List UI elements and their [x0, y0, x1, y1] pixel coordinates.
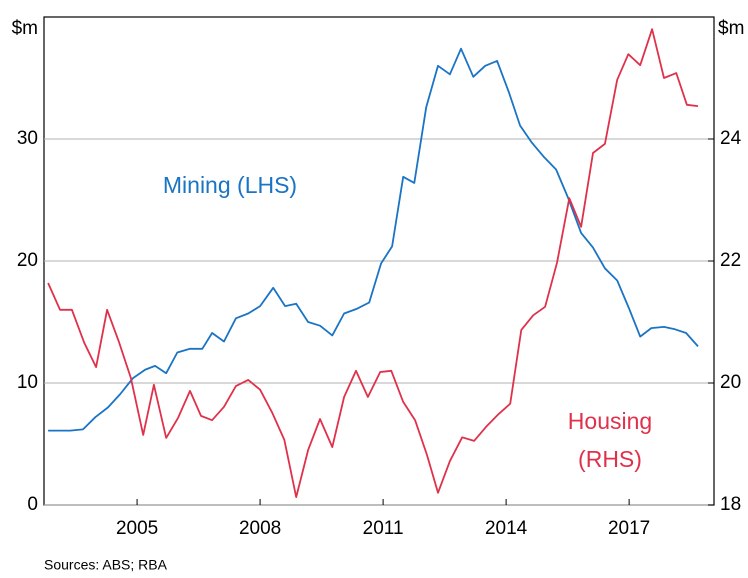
- y-tick-label: 20: [17, 250, 38, 271]
- y2-tick-label: 22: [720, 250, 741, 271]
- y-tick-label: 0: [27, 494, 38, 515]
- y2-tick-label: 20: [720, 372, 741, 393]
- source-note: Sources: ABS; RBA: [44, 557, 168, 573]
- x-tick-label: 2005: [116, 518, 158, 539]
- y-tick-label: 10: [17, 372, 38, 393]
- y2-axis-label: $m: [718, 18, 744, 39]
- x-tick-label: 2014: [485, 518, 528, 539]
- y-axis-label: $m: [12, 18, 38, 39]
- x-tick-label: 2008: [239, 518, 281, 539]
- x-tick-label: 2011: [363, 518, 404, 539]
- x-tick-label: 2017: [608, 518, 650, 539]
- y2-tick-label: 18: [720, 494, 741, 515]
- series-line: [48, 47, 699, 432]
- series-line: [47, 28, 699, 498]
- y2-tick-label: 24: [720, 128, 742, 149]
- legend-label: Mining (LHS): [163, 172, 297, 198]
- legend-label: Housing: [568, 408, 652, 434]
- legend-label: (RHS): [578, 446, 642, 472]
- y-tick-label: 30: [17, 128, 38, 149]
